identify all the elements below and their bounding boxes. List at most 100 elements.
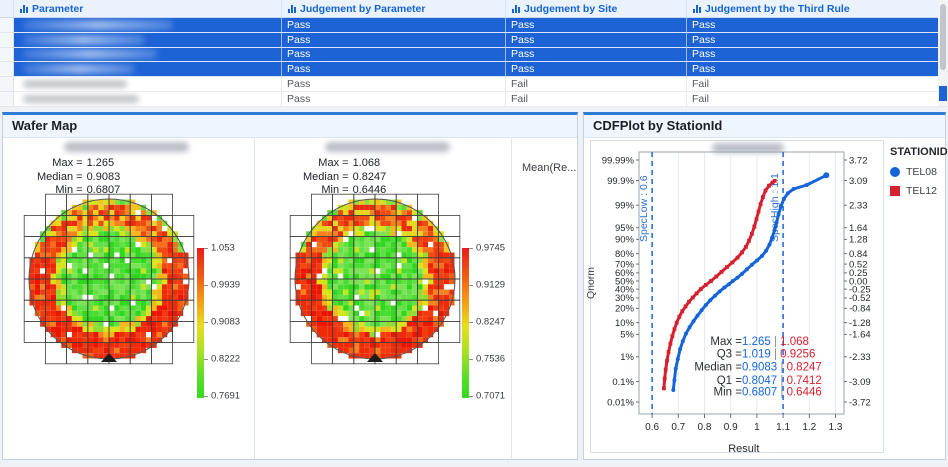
color-scale-tick: 1.053 (211, 242, 235, 254)
legend-item[interactable]: TEL12 (890, 185, 948, 197)
judgement-cell: Pass (687, 18, 948, 33)
svg-text:0.6: 0.6 (645, 422, 659, 433)
wafer-heatmap-svg (289, 193, 461, 365)
svg-text:95%: 95% (615, 223, 635, 234)
svg-text:-0.25: -0.25 (849, 284, 871, 295)
judgement-cell: Fail (506, 91, 687, 107)
table-scrollbar-thumb[interactable] (940, 4, 946, 70)
svg-text:0.01%: 0.01% (607, 397, 634, 408)
row-gutter (0, 0, 14, 17)
wafer-stats-2: Max = 1.068 Median = 0.8247 Min = 0.6446 (303, 157, 387, 196)
judgement-cell: Fail (687, 91, 948, 107)
svg-text:3.09: 3.09 (849, 176, 868, 187)
wafer-stat-value: 0.8247 (352, 170, 387, 183)
wafer-stat-value: 1.068 (352, 157, 381, 169)
cdf-plot[interactable]: 99.99% 3.72 99.9% 3.09 99% 2.33 95% 1.64 90% 1.28… (584, 138, 884, 465)
judgement-cell: Fail (687, 77, 948, 92)
judgement-cell: Fail (506, 77, 687, 92)
legend-item[interactable]: TEL08 (890, 166, 948, 178)
cdf-plot-frame (590, 140, 884, 453)
svg-text:1: 1 (754, 422, 760, 433)
parameter-cell-redacted (14, 47, 282, 63)
table-row[interactable]: Pass Fail Fail (0, 91, 948, 107)
histogram-icon (693, 4, 701, 13)
svg-text:-0.52: -0.52 (849, 293, 871, 304)
wafer-stat-value: 1.265 (86, 157, 115, 169)
redacted-parameter-name (23, 64, 135, 75)
color-scale-tick: 0.9129 (476, 279, 506, 291)
legend-square-marker (890, 186, 900, 196)
svg-text:90%: 90% (615, 235, 635, 246)
wafer-stat-value: 0.6807 (86, 184, 121, 196)
row-gutter (0, 62, 14, 78)
redacted-wafer-title (64, 142, 189, 152)
svg-text:-3.09: -3.09 (849, 377, 871, 388)
svg-text:0.84: 0.84 (849, 249, 868, 260)
svg-text:0.9083 | 0.8247: 0.9083 | 0.8247 (742, 362, 822, 374)
svg-text:-2.33: -2.33 (849, 352, 871, 363)
svg-text:1.28: 1.28 (849, 235, 868, 246)
color-scale-tick: 0.7691 (211, 390, 241, 402)
svg-text:20%: 20% (615, 304, 635, 315)
color-scale-tick: 0.8247 (476, 316, 506, 328)
svg-text:-3.72: -3.72 (849, 397, 871, 408)
judgement-cell: Pass (282, 18, 506, 33)
table-row[interactable]: Pass Pass Pass (0, 47, 948, 63)
wafer-map-heatmap-1[interactable] (9, 190, 209, 375)
truncated-mean-label: Mean(Re... (522, 162, 577, 174)
row-gutter (0, 47, 14, 63)
svg-text:99%: 99% (615, 201, 635, 212)
svg-text:5%: 5% (620, 330, 634, 341)
row-gutter (0, 32, 14, 48)
judgement-cell: Pass (687, 47, 948, 63)
wafer-stats-1: Max = 1.265 Median = 0.9083 Min = 0.6807 (37, 157, 121, 196)
svg-text:0.9: 0.9 (724, 422, 738, 433)
column-header[interactable]: Judgement by Parameter (282, 0, 506, 17)
column-header[interactable]: Judgement by the Third Rule (687, 0, 948, 17)
parameter-cell-redacted (14, 77, 282, 92)
color-gradient-bar (197, 248, 204, 398)
svg-text:40%: 40% (615, 284, 635, 295)
column-header[interactable]: Parameter (14, 0, 282, 17)
svg-text:-1.28: -1.28 (849, 318, 871, 329)
row-gutter (0, 77, 14, 92)
judgement-cell: Pass (506, 47, 687, 63)
svg-text:0.6807 | 0.6446: 0.6807 | 0.6446 (742, 387, 822, 399)
svg-text:Max =: Max = (710, 336, 742, 348)
color-scale-tick: 0.7071 (476, 390, 506, 402)
judgement-cell: Pass (282, 32, 506, 48)
svg-text:70%: 70% (615, 259, 635, 270)
histogram-icon (20, 4, 28, 13)
cdf-plot-panel-title: CDFPlot by StationId (584, 115, 945, 138)
svg-text:Q1 =: Q1 = (717, 375, 743, 387)
wafer-notch (101, 353, 117, 362)
svg-text:0.1%: 0.1% (612, 377, 634, 388)
svg-text:-1.64: -1.64 (849, 330, 871, 341)
svg-text:1.019 | 0.9256: 1.019 | 0.9256 (742, 349, 815, 361)
svg-text:3.72: 3.72 (849, 155, 868, 166)
color-scale-tick: 0.9083 (211, 316, 241, 328)
table-row[interactable]: Pass Pass Pass (0, 32, 948, 48)
svg-text:Q3 =: Q3 = (717, 349, 743, 361)
parameter-cell-redacted (14, 18, 282, 33)
color-gradient-bar (462, 248, 469, 398)
svg-text:0.25: 0.25 (849, 268, 868, 279)
histogram-icon (288, 4, 296, 13)
svg-text:60%: 60% (615, 268, 635, 279)
redacted-parameter-name (23, 49, 157, 60)
wafer-map-section-truncated: Mean(Re... (511, 138, 577, 459)
column-header[interactable]: Judgement by Site (506, 0, 687, 17)
svg-text:1.64: 1.64 (849, 223, 868, 234)
svg-text:0.8: 0.8 (698, 422, 712, 433)
wafer-map-heatmap-2[interactable] (275, 190, 475, 375)
table-row[interactable]: Pass Pass Pass (0, 62, 948, 78)
svg-text:2.33: 2.33 (849, 201, 868, 212)
table-row[interactable]: Pass Fail Fail (0, 77, 948, 92)
table-scrollbar[interactable] (938, 0, 948, 106)
table-row[interactable]: Pass Pass Pass (0, 18, 948, 33)
redacted-parameter-name (23, 94, 139, 103)
judgement-cell: Pass (506, 18, 687, 33)
spec-limit-label: SpecLow : 0.6 (638, 175, 650, 242)
wafer-color-scale-2: 0.9745 0.9129 0.8247 0.7536 0.7071 (462, 243, 522, 416)
